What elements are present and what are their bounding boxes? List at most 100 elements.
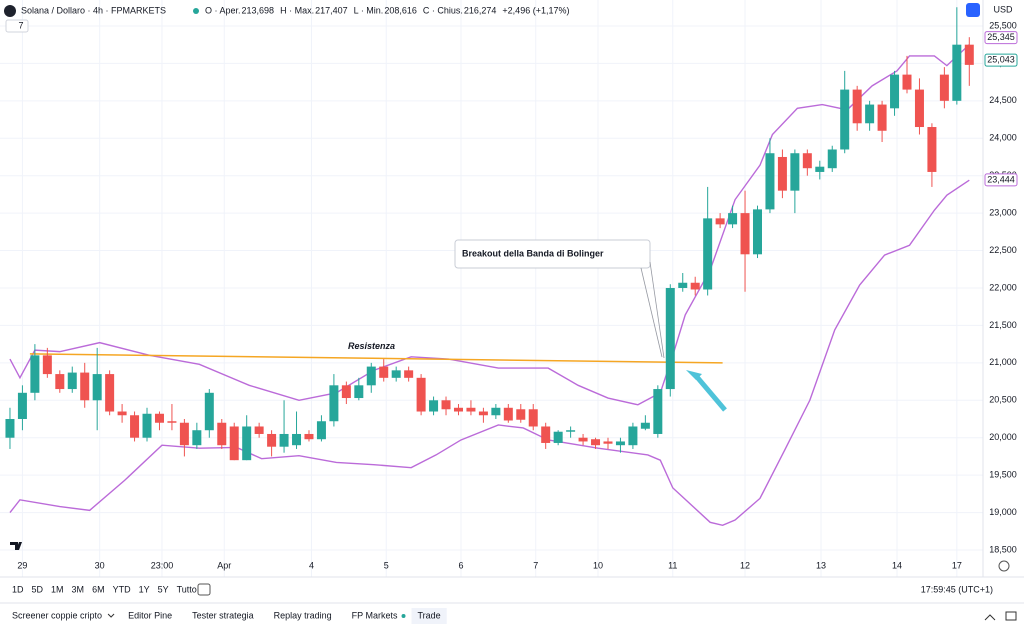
candle-body: [42, 355, 52, 375]
callout-text: Breakout della Banda di Bolinger: [462, 248, 604, 258]
candle-body: [653, 389, 663, 434]
bottom-tab[interactable]: Screener coppie cripto: [12, 610, 102, 620]
candle-body: [939, 74, 949, 101]
candle-body: [80, 372, 90, 401]
candle-body: [416, 377, 426, 412]
x-tick-label: 14: [892, 560, 902, 570]
bottom-tab[interactable]: Tester strategia: [192, 610, 254, 620]
ohlc-label: C · Chius.: [423, 5, 463, 15]
candle-body: [267, 433, 277, 447]
candle-body: [665, 287, 675, 390]
candle-body: [329, 385, 339, 422]
candle-body: [852, 89, 862, 124]
candle-body: [678, 282, 688, 288]
candle-body: [117, 411, 127, 416]
y-tick-label: 19,500: [989, 470, 1017, 480]
price-tag-label: 23,444: [987, 174, 1015, 184]
range-button[interactable]: 3M: [72, 584, 85, 594]
candle-body: [628, 426, 638, 446]
candle-body: [429, 400, 439, 412]
y-tick-label: 18,500: [989, 544, 1017, 554]
ohlc-label: O · Aper.: [205, 5, 241, 15]
candle-body: [130, 415, 140, 438]
range-button[interactable]: 1M: [51, 584, 64, 594]
candle-body: [765, 153, 775, 210]
candle-body: [865, 104, 875, 124]
y-tick-label: 23,000: [989, 207, 1017, 217]
candle-body: [703, 218, 713, 290]
alert-button[interactable]: [966, 3, 980, 17]
resistance-line[interactable]: [29, 353, 723, 364]
y-tick-label: 19,000: [989, 507, 1017, 517]
range-button[interactable]: YTD: [113, 584, 132, 594]
y-tick-label: 22,000: [989, 282, 1017, 292]
ohlc-value: 216,274: [464, 5, 497, 15]
x-tick-label: 5: [384, 560, 389, 570]
candle-body: [777, 156, 787, 191]
candle-body: [578, 437, 588, 442]
candle-body: [827, 149, 837, 169]
candle-body: [902, 74, 912, 90]
y-tick-label: 20,000: [989, 432, 1017, 442]
indicator-toggle[interactable]: [5, 19, 29, 33]
candle-body: [790, 153, 800, 191]
callout-pointer: [640, 267, 663, 358]
range-button[interactable]: 1D: [12, 584, 24, 594]
range-button[interactable]: 6M: [92, 584, 105, 594]
x-tick-label: 23:00: [151, 560, 174, 570]
x-tick-label: 6: [458, 560, 463, 570]
price-tag: [984, 31, 1018, 45]
range-button[interactable]: 5Y: [158, 584, 169, 594]
candle-body: [603, 441, 613, 444]
bottom-tab[interactable]: Editor Pine: [128, 610, 172, 620]
currency: USD: [993, 4, 1013, 14]
x-tick-label: 30: [95, 560, 105, 570]
resistance-label: Resistenza: [348, 341, 395, 351]
ohlc-value: 208,616: [384, 5, 417, 15]
price-tag: [984, 53, 1018, 67]
candle-body: [404, 370, 414, 378]
expand-button[interactable]: [984, 614, 996, 621]
candle-body: [591, 439, 601, 446]
candle-body: [30, 355, 40, 393]
date-range-button[interactable]: [197, 583, 211, 596]
settings-button[interactable]: [998, 560, 1010, 572]
candle-body: [877, 104, 887, 131]
candle-body: [354, 385, 364, 399]
candle-body: [254, 426, 264, 434]
x-tick-label: 10: [593, 560, 603, 570]
candle-body: [840, 89, 850, 150]
range-button[interactable]: 5D: [32, 584, 44, 594]
candle-body: [553, 431, 563, 443]
price-tag: [984, 173, 1018, 187]
candle-body: [640, 422, 650, 429]
candle-body: [292, 433, 302, 446]
candle-body: [279, 433, 289, 447]
indicator-count: 7: [18, 20, 23, 30]
y-tick-label: 20,500: [989, 395, 1017, 405]
bottom-tab[interactable]: Trade: [418, 610, 441, 620]
candle-body: [242, 426, 252, 461]
arrow-shaft: [695, 375, 727, 412]
tab-dropdown: [107, 613, 115, 618]
range-button[interactable]: Tutto: [177, 584, 197, 594]
candle-body: [17, 392, 27, 419]
candle-body: [952, 44, 962, 101]
candle-body: [366, 366, 376, 386]
bottom-tab[interactable]: FP Markets: [352, 610, 398, 620]
candle-body: [715, 218, 725, 225]
candle-body: [379, 366, 389, 378]
range-button[interactable]: 1Y: [139, 584, 150, 594]
x-tick-label: 12: [740, 560, 750, 570]
ohlc-label: L · Min.: [354, 5, 384, 15]
candle-body: [690, 282, 700, 290]
maximize-button[interactable]: [1005, 611, 1017, 621]
callout-box[interactable]: [454, 239, 651, 269]
tab-frame: [411, 608, 447, 624]
callout-pointer: [649, 261, 665, 359]
bottom-tab[interactable]: Replay trading: [274, 610, 332, 620]
y-tick-label: 25,500: [989, 20, 1017, 30]
y-tick-label: 24,500: [989, 95, 1017, 105]
candle-body: [92, 374, 102, 401]
